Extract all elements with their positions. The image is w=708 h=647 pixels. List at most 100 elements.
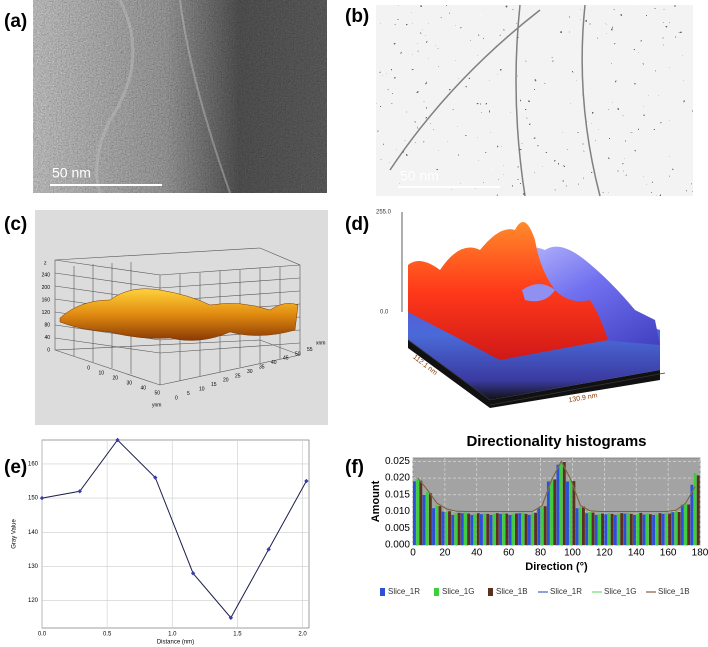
x-tick-label: 25: [235, 373, 241, 379]
legend-swatch: [434, 588, 439, 596]
bar: [479, 514, 483, 545]
data-point: [304, 478, 309, 484]
legend-label: Slice_1G: [604, 587, 636, 596]
x-tick-label: 140: [628, 548, 645, 559]
bar: [693, 473, 697, 545]
data-point: [190, 571, 196, 576]
x-tick-label: 55: [307, 347, 313, 353]
chart-title: Directionality histograms: [466, 433, 646, 450]
bar: [655, 514, 659, 545]
x-tick-label: 2.0: [298, 632, 307, 638]
bar: [578, 507, 582, 545]
bar: [508, 514, 512, 545]
bar: [633, 514, 636, 545]
y-tick-label: 0.000: [385, 540, 410, 551]
legend-swatch: [380, 588, 385, 596]
bar: [601, 513, 605, 545]
x-tick-label: 15: [211, 382, 217, 388]
data-point: [115, 437, 120, 443]
data-point: [39, 495, 45, 501]
plot-area: [41, 439, 310, 629]
bar: [604, 514, 608, 545]
bar: [629, 513, 633, 545]
bar: [664, 512, 668, 545]
x-tick-label: 0.0: [38, 632, 47, 638]
bar: [441, 511, 445, 545]
panel-label: (a): [4, 11, 27, 32]
bar: [546, 481, 550, 545]
bar: [594, 514, 598, 545]
data-line: [41, 439, 307, 619]
bar: [636, 513, 640, 545]
bar: [575, 508, 579, 545]
y-tick-label: 0.005: [385, 523, 410, 534]
axis-label: z: [44, 260, 47, 266]
bar: [566, 481, 569, 545]
x-tick-label: 10: [199, 387, 205, 393]
bar: [585, 513, 589, 545]
scale-bar-label: 50 nm: [400, 168, 439, 184]
bar: [623, 513, 627, 545]
legend-label: Slice_1R: [388, 587, 420, 596]
bar: [419, 480, 423, 545]
x-tick-label: 0: [410, 548, 416, 559]
bar: [562, 462, 566, 545]
bar: [492, 513, 496, 545]
x-tick-label: 120: [596, 548, 613, 559]
bar: [448, 511, 451, 545]
y-axis-label: Gray Value: [12, 519, 18, 549]
bar: [451, 514, 455, 545]
x-tick-label: 160: [660, 548, 677, 559]
bar: [569, 480, 573, 545]
bar: [454, 513, 458, 545]
bar: [499, 513, 502, 545]
x-tick-label: 1.5: [233, 632, 242, 638]
legend-label: Slice_1B: [658, 587, 690, 596]
bar: [524, 513, 528, 545]
y-tick-label: 0.020: [385, 473, 410, 484]
data-point: [228, 615, 234, 620]
z-tick-label: 160: [42, 297, 51, 303]
bar: [537, 508, 541, 545]
filtered-image-b: [376, 4, 693, 197]
x-tick-label: 45: [283, 356, 289, 362]
bar: [444, 511, 448, 545]
z-tick-label: 80: [44, 322, 50, 328]
panel-label: (e): [4, 457, 27, 478]
z-tick-label: 240: [42, 272, 51, 278]
bar: [495, 513, 499, 545]
legend-swatch: [488, 588, 493, 596]
bar: [556, 464, 560, 545]
bar: [652, 514, 656, 545]
z-max-label: 255.0: [376, 210, 392, 216]
bar: [457, 512, 461, 545]
scale-bar-label: 50 nm: [52, 165, 91, 181]
z-min-label: 0.0: [380, 310, 389, 316]
y-axis-label: Amount: [370, 480, 382, 522]
bar: [671, 512, 675, 545]
panel-label: (d): [345, 214, 369, 235]
z-tick-label: 40: [44, 335, 50, 341]
y-tick-label: 130: [28, 564, 39, 570]
y-tick-label: 120: [28, 598, 39, 604]
x-tick-label: 30: [247, 369, 253, 375]
bar: [435, 505, 439, 545]
legend-label: Slice_1G: [442, 587, 474, 596]
y-tick-label: 40: [140, 385, 146, 391]
z-tick-label: 0: [47, 347, 50, 353]
x-axis-label: Distance (nm): [157, 640, 194, 646]
bar: [413, 481, 416, 545]
bar: [483, 513, 487, 545]
x-tick-label: 0.5: [103, 632, 112, 638]
bar: [642, 514, 646, 545]
bar: [613, 514, 617, 545]
x-tick-label: 60: [503, 548, 515, 559]
surface-plot-d: [401, 212, 666, 408]
x-tick-label: 40: [271, 360, 277, 366]
bar: [658, 513, 662, 545]
panel-label: (b): [345, 6, 369, 27]
y-tick-label: 150: [28, 496, 39, 502]
bar: [661, 513, 665, 545]
bar: [486, 513, 490, 545]
